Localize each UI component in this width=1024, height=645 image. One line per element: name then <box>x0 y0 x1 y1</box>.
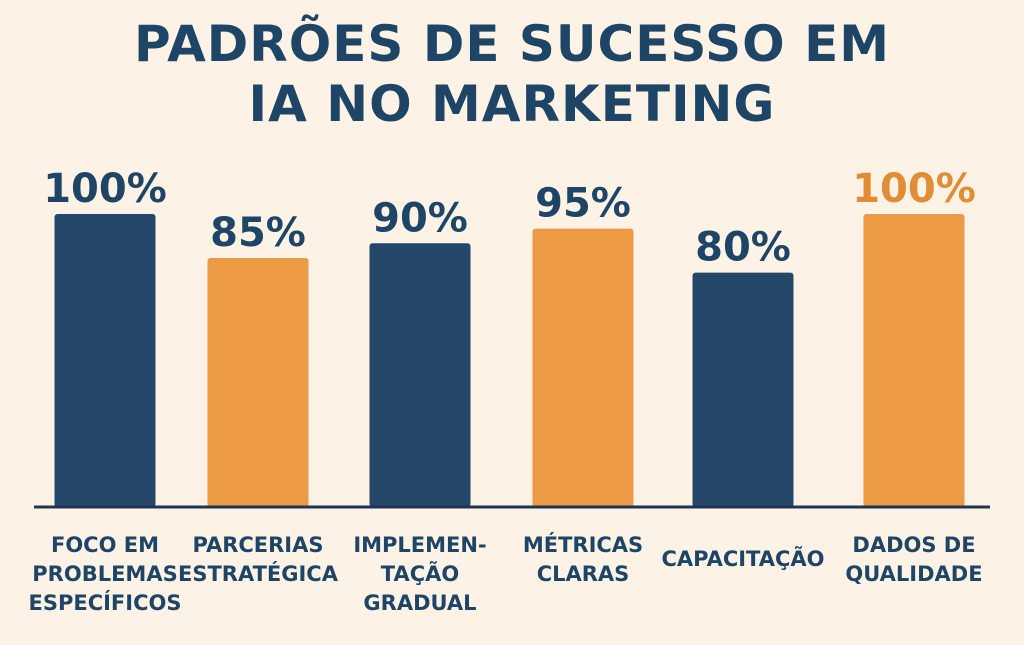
bar-3 <box>369 243 471 508</box>
bar-1 <box>54 214 156 507</box>
chart-title-line-1: PADRÕES DE SUCESSO EM <box>134 15 890 73</box>
bar-4 <box>532 228 634 507</box>
bar-5 <box>692 272 794 507</box>
category-label-5: CAPACITAÇÃO <box>661 547 825 571</box>
category-label-4: MÉTRICAS CLARAS <box>522 533 644 586</box>
value-label-1: 100% <box>43 166 167 212</box>
chart-title-line-2: IA NO MARKETING <box>248 75 776 133</box>
category-label-3: IMPLEMEN- TAÇÃO GRADUAL <box>353 533 487 615</box>
value-label-3: 90% <box>372 195 468 241</box>
value-label-2: 85% <box>210 210 306 256</box>
bar-6 <box>863 214 965 507</box>
bar-2 <box>207 257 309 507</box>
category-label-1: FOCO EM PROBLEMAS ESPECÍFICOS <box>28 533 182 615</box>
chart-title: PADRÕES DE SUCESSO EM IA NO MARKETING <box>0 14 1024 134</box>
category-label-2: PARCERIAS ESTRATÉGICA <box>178 533 338 586</box>
value-label-5: 80% <box>695 225 791 271</box>
value-label-6: 100% <box>852 166 976 212</box>
category-label-6: DADOS DE QUALIDADE <box>845 533 983 586</box>
value-label-4: 95% <box>535 181 631 227</box>
